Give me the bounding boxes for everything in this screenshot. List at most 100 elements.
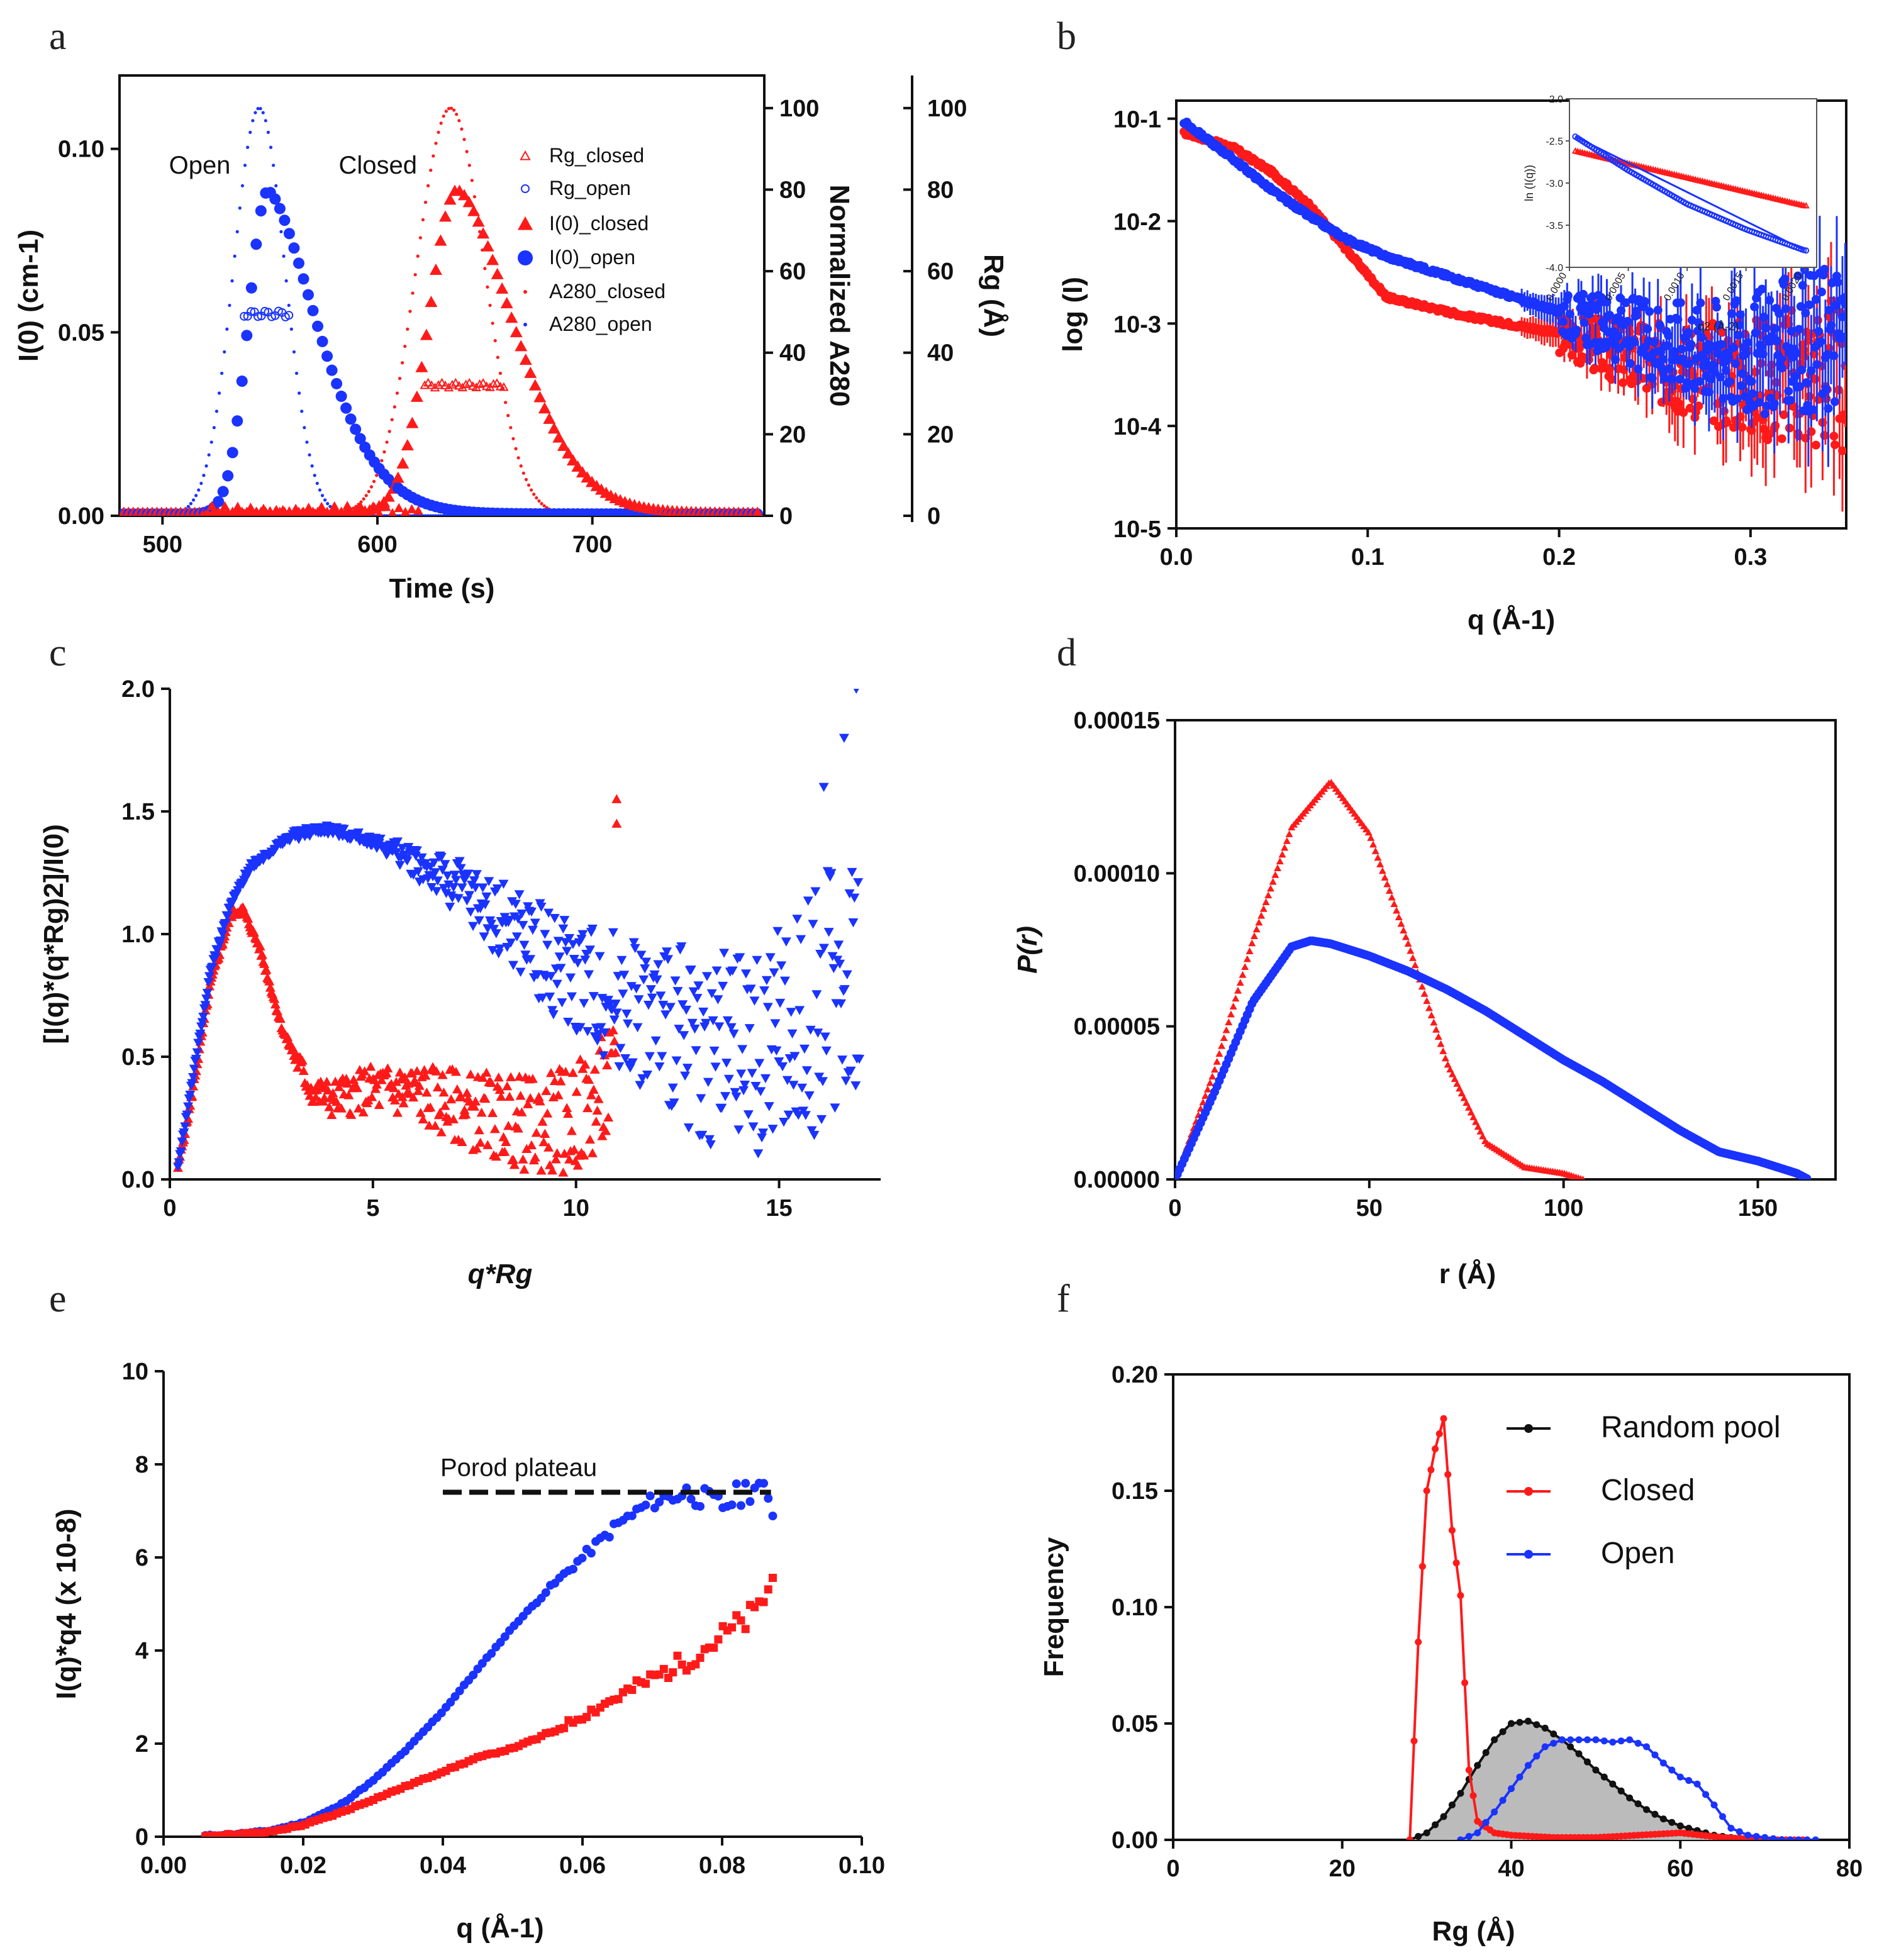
kratky-point xyxy=(525,1093,536,1103)
kratky-point xyxy=(740,1080,750,1090)
A280-open-point xyxy=(266,130,270,134)
kratky-point xyxy=(346,1110,357,1119)
pr-closed-point xyxy=(1199,1098,1207,1106)
A280-closed-point xyxy=(447,107,451,111)
distribution-point xyxy=(1761,1834,1769,1840)
distribution-point xyxy=(1432,1821,1439,1829)
y2-tick-label: 0 xyxy=(779,503,793,530)
x-tick-label: 50 xyxy=(1356,1195,1383,1222)
A280-closed-point xyxy=(452,108,456,112)
distribution-point xyxy=(1465,1766,1473,1774)
x-tick-label: 0 xyxy=(1166,1856,1179,1882)
A280-open-point xyxy=(315,481,319,486)
kratky-point xyxy=(638,975,649,985)
kratky-point xyxy=(506,938,516,948)
kratky-point xyxy=(697,1130,708,1140)
kratky-point xyxy=(474,916,484,925)
intensity-point xyxy=(1649,338,1659,347)
kratky-point xyxy=(437,1070,448,1079)
kratky-point xyxy=(767,1125,778,1134)
distribution-point xyxy=(1685,1777,1693,1785)
A280-closed-point xyxy=(439,121,443,125)
kratky-point xyxy=(808,920,818,929)
I0-closed-baseline xyxy=(258,503,269,513)
intensity-point xyxy=(1686,340,1696,349)
I0-open-point xyxy=(302,289,314,301)
intensity-point xyxy=(1786,396,1795,405)
kratky-point xyxy=(545,993,555,1002)
pr-closed-point xyxy=(1464,1103,1473,1111)
kratky-point xyxy=(525,955,536,964)
Rg-closed-point xyxy=(433,380,443,389)
intensity-point xyxy=(1731,359,1741,369)
kratky-point xyxy=(359,1066,370,1076)
kratky-point xyxy=(553,1090,564,1100)
kratky-point xyxy=(680,1071,691,1081)
x-tick-label: 80 xyxy=(1836,1856,1863,1882)
A280-open-point xyxy=(209,440,213,444)
I0-closed-point xyxy=(547,422,560,434)
kratky-point xyxy=(440,860,450,869)
I0-closed-baseline xyxy=(291,503,301,513)
kratky-point xyxy=(431,887,442,896)
y-axis-label: I(0) (cm-1) xyxy=(13,230,44,362)
distribution-point xyxy=(1440,1415,1447,1422)
kratky-point xyxy=(835,959,845,969)
A280-closed-point xyxy=(395,391,399,395)
kratky-point xyxy=(484,877,494,886)
I0-closed-baseline xyxy=(413,505,423,515)
kratky-point xyxy=(515,1091,526,1100)
kratky-point xyxy=(432,876,443,886)
pr-closed-point xyxy=(1203,1085,1212,1093)
kratky-outlier xyxy=(839,733,849,743)
pr-closed-point xyxy=(1266,884,1274,892)
kratky-point xyxy=(566,1126,577,1135)
A280-open-point xyxy=(272,164,276,167)
kratky-point xyxy=(547,1165,557,1175)
kratky-point xyxy=(826,869,837,878)
plot-area xyxy=(1406,1415,1819,1840)
pr-closed-point xyxy=(1434,1033,1442,1040)
I0-open-point xyxy=(250,238,262,250)
kratky-point xyxy=(243,913,254,923)
I0-closed-point xyxy=(543,412,556,424)
A280-closed-point xyxy=(426,184,430,187)
kratky-point xyxy=(701,972,712,981)
kratky-point xyxy=(599,1028,610,1038)
A280-open-point xyxy=(248,130,252,134)
I0-closed-point xyxy=(505,311,518,323)
pr-closed-point xyxy=(1374,854,1382,861)
A280-open-point xyxy=(442,514,445,516)
I0-closed-baseline xyxy=(252,507,262,516)
A280-open-point xyxy=(238,206,242,210)
intensity-point xyxy=(1830,397,1839,406)
A280-closed-point xyxy=(511,437,515,441)
x-axis-label: q*Rg xyxy=(468,1259,533,1289)
kratky-point xyxy=(514,890,525,899)
kratky-point xyxy=(536,1165,547,1175)
kratky-point xyxy=(559,916,570,925)
distribution-point xyxy=(1592,1766,1600,1774)
y-tick-label: 0.00005 xyxy=(1074,1014,1160,1040)
inset-y-label: ln (I(q)) xyxy=(1523,165,1535,201)
y2-tick-label: 60 xyxy=(779,259,806,285)
x-tick-label: 500 xyxy=(143,532,182,558)
plot-area xyxy=(1175,778,1812,1179)
kratky-point xyxy=(632,1023,643,1033)
pr-closed-point xyxy=(1222,1026,1230,1033)
kratky-point xyxy=(615,1044,626,1053)
Rg-closed-point xyxy=(430,382,440,392)
distribution-point xyxy=(1634,1800,1642,1808)
distribution-point xyxy=(1676,1822,1684,1830)
intensity-point xyxy=(1759,313,1769,322)
kratky-point xyxy=(450,1066,461,1076)
intensity-point xyxy=(1751,328,1760,338)
intensity-point xyxy=(1793,271,1803,281)
I0-closed-baseline xyxy=(329,501,340,511)
kratky-point xyxy=(809,1130,820,1140)
A280-closed-point xyxy=(470,179,474,182)
Rg-closed-point xyxy=(492,378,502,387)
I0-closed-point xyxy=(515,340,528,352)
pr-closed-point xyxy=(1581,1176,1585,1179)
y-tick-label: 0.00 xyxy=(58,503,104,530)
